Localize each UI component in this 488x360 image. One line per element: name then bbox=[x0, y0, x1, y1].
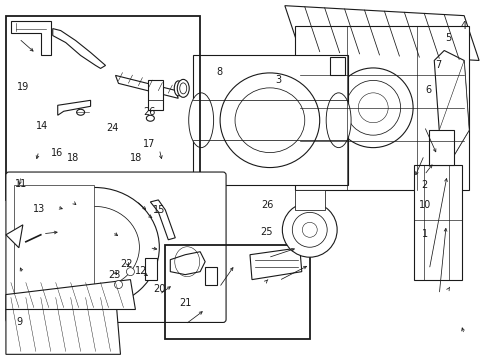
Bar bbox=[329, 58, 344, 75]
Text: 15: 15 bbox=[153, 206, 165, 216]
Polygon shape bbox=[6, 225, 23, 248]
Text: 1: 1 bbox=[421, 229, 427, 239]
Bar bbox=[193, 55, 347, 185]
Text: 12: 12 bbox=[135, 266, 147, 276]
Text: 8: 8 bbox=[216, 67, 222, 77]
Ellipse shape bbox=[325, 93, 350, 148]
Text: 16: 16 bbox=[51, 148, 63, 158]
Ellipse shape bbox=[50, 206, 139, 288]
Text: 23: 23 bbox=[107, 270, 120, 280]
Polygon shape bbox=[170, 252, 205, 275]
Ellipse shape bbox=[146, 115, 154, 121]
Bar bbox=[165, 245, 309, 339]
Ellipse shape bbox=[302, 222, 317, 237]
Bar bbox=[205, 267, 217, 285]
Ellipse shape bbox=[180, 83, 186, 94]
Ellipse shape bbox=[177, 80, 189, 97]
Ellipse shape bbox=[30, 188, 159, 307]
Polygon shape bbox=[6, 294, 120, 354]
Polygon shape bbox=[285, 6, 478, 60]
FancyBboxPatch shape bbox=[6, 172, 225, 323]
Bar bbox=[6, 15, 200, 200]
Text: 13: 13 bbox=[33, 204, 45, 214]
Polygon shape bbox=[438, 60, 468, 155]
Ellipse shape bbox=[77, 109, 84, 115]
Bar bbox=[413, 165, 461, 280]
Ellipse shape bbox=[358, 93, 387, 123]
Text: 19: 19 bbox=[17, 82, 29, 92]
Ellipse shape bbox=[126, 268, 134, 276]
Ellipse shape bbox=[220, 73, 319, 167]
Text: 9: 9 bbox=[17, 317, 22, 327]
Text: 26: 26 bbox=[143, 107, 155, 117]
Text: 2: 2 bbox=[421, 180, 427, 190]
Polygon shape bbox=[433, 50, 468, 155]
Text: 6: 6 bbox=[425, 85, 431, 95]
Polygon shape bbox=[249, 248, 301, 280]
Text: 25: 25 bbox=[260, 227, 272, 237]
Bar bbox=[14, 185, 93, 310]
Polygon shape bbox=[11, 21, 51, 55]
Text: 10: 10 bbox=[418, 200, 430, 210]
Ellipse shape bbox=[345, 80, 400, 135]
Text: 26: 26 bbox=[261, 200, 273, 210]
Text: 20: 20 bbox=[153, 284, 165, 294]
Polygon shape bbox=[58, 100, 90, 115]
Text: 18: 18 bbox=[67, 153, 79, 163]
Bar bbox=[294, 26, 468, 190]
Ellipse shape bbox=[114, 280, 122, 289]
Ellipse shape bbox=[282, 202, 336, 257]
Ellipse shape bbox=[235, 88, 304, 153]
Text: 17: 17 bbox=[143, 139, 155, 149]
Text: 4: 4 bbox=[460, 21, 466, 31]
Polygon shape bbox=[115, 75, 178, 98]
Polygon shape bbox=[53, 28, 105, 68]
Text: 18: 18 bbox=[130, 153, 142, 163]
Bar bbox=[294, 190, 324, 210]
Polygon shape bbox=[6, 280, 135, 310]
Text: 21: 21 bbox=[179, 298, 191, 308]
Ellipse shape bbox=[292, 212, 326, 247]
Ellipse shape bbox=[333, 68, 412, 148]
Ellipse shape bbox=[174, 81, 182, 96]
Text: 24: 24 bbox=[105, 123, 118, 133]
Bar bbox=[145, 258, 157, 280]
Text: 14: 14 bbox=[36, 121, 48, 131]
Text: 3: 3 bbox=[275, 75, 281, 85]
Text: 11: 11 bbox=[15, 179, 27, 189]
Polygon shape bbox=[150, 200, 175, 240]
Ellipse shape bbox=[188, 93, 213, 148]
Text: 5: 5 bbox=[444, 33, 450, 43]
Bar bbox=[148, 80, 163, 110]
Bar bbox=[428, 130, 453, 165]
Text: 7: 7 bbox=[434, 60, 441, 70]
Text: 22: 22 bbox=[120, 259, 133, 269]
